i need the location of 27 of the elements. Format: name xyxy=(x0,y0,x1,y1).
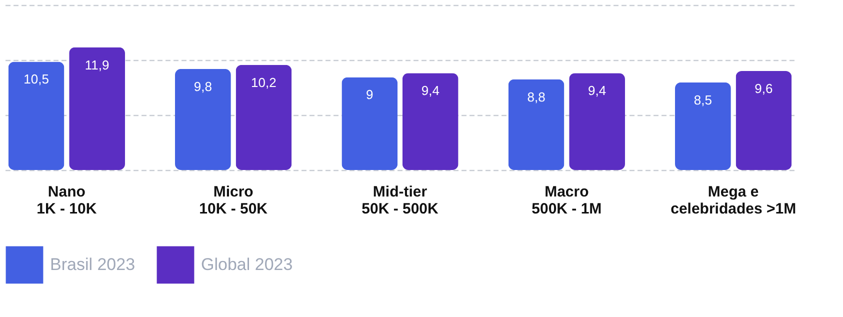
bar xyxy=(175,68,231,170)
data-label: 9,4 xyxy=(588,83,606,98)
data-label: 9,4 xyxy=(421,83,440,98)
data-label: 10,2 xyxy=(251,74,276,90)
x-tick-label: Micro 10K - 50K xyxy=(199,184,268,218)
bar xyxy=(508,79,564,170)
x-tick-label: Nano 1K - 10K xyxy=(36,184,97,218)
bar xyxy=(569,73,625,170)
bar xyxy=(236,64,292,170)
legend-label: Global 2023 xyxy=(201,254,293,274)
data-label: 10,5 xyxy=(24,72,49,87)
x-tick-label: Mega e celebridades >1M xyxy=(670,184,796,218)
data-label: 9,6 xyxy=(754,81,773,96)
data-label: 9,8 xyxy=(194,78,212,94)
data-label: 11,9 xyxy=(84,57,110,72)
data-label: 8,8 xyxy=(527,89,546,104)
data-label: 9 xyxy=(366,87,374,102)
bar xyxy=(675,82,731,170)
data-label: 8,5 xyxy=(694,92,712,108)
bar xyxy=(402,73,458,170)
bar xyxy=(342,77,398,170)
legend-label: Brasil 2023 xyxy=(50,254,136,274)
x-tick-label: Mid-tier 50K - 500K xyxy=(362,184,439,218)
x-tick-label: Macro 500K - 1M xyxy=(532,184,602,218)
bar xyxy=(8,62,64,170)
bar xyxy=(69,47,125,170)
bar xyxy=(736,71,792,170)
